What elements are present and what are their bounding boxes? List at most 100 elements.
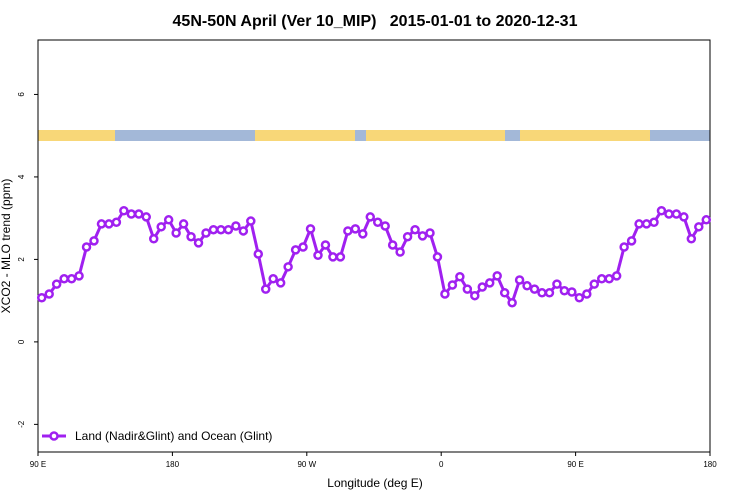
data-point bbox=[410, 224, 420, 235]
x-tick-label: 0 bbox=[439, 460, 444, 469]
data-point bbox=[148, 234, 159, 244]
data-point bbox=[477, 282, 488, 292]
data-point bbox=[305, 224, 316, 234]
data-point bbox=[89, 236, 99, 246]
land-ocean-strip bbox=[38, 130, 710, 141]
y-axis-label: XCO2 - MLO trend (ppm) bbox=[0, 179, 13, 314]
chart-title: 45N-50N April (Ver 10_MIP) 2015-01-01 to… bbox=[173, 13, 578, 30]
data-point bbox=[611, 271, 622, 281]
data-point bbox=[462, 284, 473, 294]
data-point bbox=[395, 247, 405, 257]
data-point bbox=[664, 209, 674, 219]
data-point bbox=[335, 252, 346, 262]
data-point bbox=[81, 242, 92, 252]
data-point bbox=[163, 215, 174, 225]
data-point bbox=[694, 222, 704, 232]
data-point bbox=[425, 228, 435, 238]
data-point bbox=[484, 278, 495, 288]
data-point bbox=[328, 252, 338, 262]
data-point bbox=[432, 252, 443, 262]
data-point bbox=[186, 231, 196, 242]
data-point bbox=[387, 240, 398, 250]
data-point bbox=[634, 219, 644, 229]
data-point bbox=[626, 236, 637, 246]
y-tick-label: 6 bbox=[17, 92, 26, 97]
data-point bbox=[537, 288, 547, 298]
data-point bbox=[178, 219, 189, 229]
x-tick-label: 90 W bbox=[297, 460, 316, 469]
data-point bbox=[641, 219, 652, 229]
data-point bbox=[74, 271, 84, 281]
data-point bbox=[596, 274, 607, 284]
data-point bbox=[141, 212, 152, 222]
y-tick-label: -2 bbox=[17, 420, 26, 428]
data-point bbox=[455, 271, 465, 282]
data-point bbox=[350, 224, 361, 234]
x-tick-label: 180 bbox=[166, 460, 180, 469]
data-point bbox=[649, 217, 659, 228]
data-point bbox=[589, 279, 600, 289]
data-point bbox=[223, 224, 234, 235]
data-point bbox=[619, 242, 629, 252]
data-point bbox=[59, 274, 69, 284]
data-point bbox=[440, 289, 450, 299]
data-point bbox=[701, 215, 712, 225]
data-point bbox=[686, 234, 697, 244]
data-point bbox=[559, 285, 570, 296]
data-point bbox=[171, 228, 181, 238]
x-tick-label: 90 E bbox=[567, 460, 583, 469]
data-point bbox=[260, 284, 271, 294]
data-point bbox=[514, 275, 525, 285]
data-point bbox=[298, 242, 308, 252]
data-point bbox=[246, 216, 256, 226]
y-tick-label: 2 bbox=[17, 257, 26, 262]
data-point bbox=[201, 228, 211, 238]
data-point bbox=[582, 289, 592, 299]
data-point bbox=[134, 209, 144, 219]
data-point bbox=[283, 262, 293, 272]
data-point bbox=[343, 226, 353, 236]
data-point bbox=[372, 217, 383, 228]
data-point bbox=[567, 287, 577, 297]
data-point bbox=[51, 279, 62, 289]
data-point bbox=[604, 274, 614, 284]
data-point bbox=[238, 226, 249, 236]
data-point bbox=[275, 278, 286, 288]
data-point bbox=[544, 288, 555, 298]
data-point bbox=[313, 250, 323, 261]
legend-label: Land (Nadir&Glint) and Ocean (Glint) bbox=[75, 429, 272, 443]
data-point bbox=[499, 288, 510, 298]
data-point bbox=[358, 229, 368, 239]
plot-frame bbox=[37, 39, 711, 453]
data-point bbox=[193, 238, 204, 248]
data-point bbox=[417, 231, 428, 241]
data-point bbox=[492, 271, 502, 281]
data-point bbox=[36, 293, 47, 303]
data-point bbox=[268, 274, 278, 284]
data-point bbox=[656, 205, 667, 216]
data-point bbox=[522, 281, 532, 291]
data-point bbox=[126, 209, 137, 219]
data-point bbox=[679, 212, 689, 222]
data-point bbox=[253, 249, 264, 259]
data-point bbox=[119, 205, 129, 216]
data-point bbox=[507, 297, 517, 308]
data-point bbox=[44, 289, 54, 299]
x-tick-label: 90 E bbox=[30, 460, 46, 469]
y-tick-label: 4 bbox=[17, 174, 26, 179]
data-point bbox=[320, 240, 331, 250]
data-point bbox=[470, 290, 480, 301]
data-point bbox=[402, 231, 413, 242]
x-axis-label: Longitude (deg E) bbox=[327, 476, 422, 490]
data-point bbox=[380, 221, 390, 231]
data-point bbox=[66, 274, 77, 284]
data-point bbox=[574, 293, 585, 303]
y-tick-label: 0 bbox=[17, 339, 26, 344]
data-point bbox=[111, 217, 122, 228]
data-point bbox=[529, 284, 540, 294]
data-point bbox=[552, 279, 562, 289]
data-point bbox=[216, 224, 226, 235]
data-point bbox=[208, 224, 219, 235]
data-point bbox=[231, 221, 241, 231]
